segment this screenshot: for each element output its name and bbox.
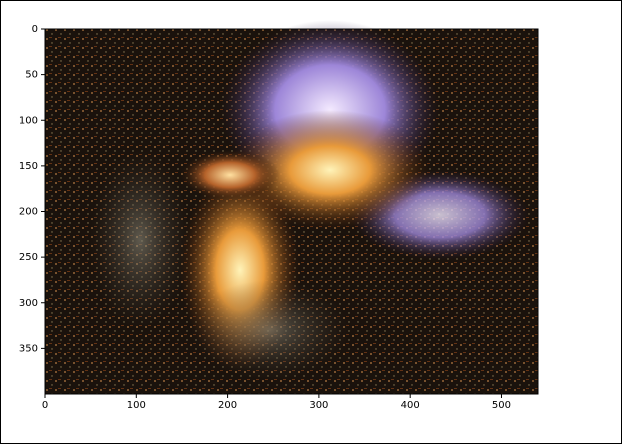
x-tick-label: 100 (127, 400, 146, 411)
y-tick-label: 200 (19, 207, 38, 218)
x-tick-label: 300 (309, 400, 328, 411)
x-tick-label: 500 (492, 400, 511, 411)
y-tick-label: 100 (19, 115, 38, 126)
x-tick-label: 400 (401, 400, 420, 411)
y-tick-label: 250 (19, 252, 38, 263)
x-tick-label: 200 (218, 400, 237, 411)
y-tick-label: 150 (19, 161, 38, 172)
y-tick-label: 350 (19, 343, 38, 354)
plot-area (44, 20, 539, 395)
y-tick-label: 0 (32, 24, 38, 35)
y-tick-label: 50 (25, 70, 38, 81)
y-tick-label: 300 (19, 298, 38, 309)
image (45, 20, 538, 394)
x-tick-label: 0 (42, 400, 48, 411)
